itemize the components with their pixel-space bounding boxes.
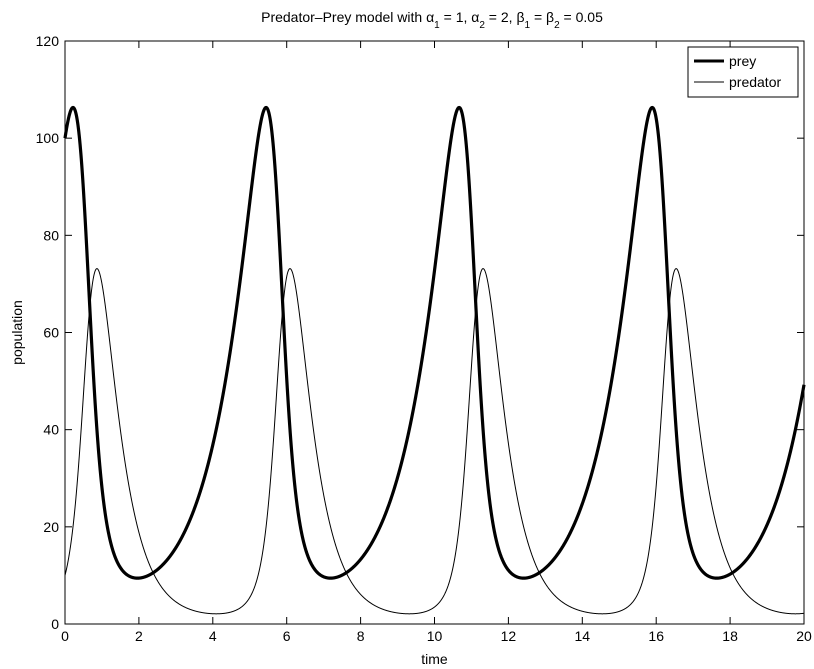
title-alpha2-value: = 2, — [485, 9, 517, 25]
title-alpha2-subscript: 2 — [479, 20, 485, 31]
x-axis-label: time — [421, 651, 448, 667]
x-tick-label: 0 — [61, 628, 69, 644]
x-tick-label: 16 — [648, 628, 664, 644]
x-tick-label: 14 — [575, 628, 591, 644]
y-tick-label: 20 — [43, 519, 59, 535]
title-beta2-value: = 0.05 — [560, 9, 603, 25]
x-tick-label: 8 — [357, 628, 365, 644]
y-tick-label: 100 — [36, 130, 60, 146]
legend-box — [687, 46, 799, 98]
y-tick-label: 60 — [43, 325, 59, 341]
y-tick-label: 80 — [43, 227, 59, 243]
axis-tick-labels: 0 2 4 6 8 10 12 14 16 18 20 0 20 40 60 80 100 120 — [36, 33, 812, 644]
x-tick-label: 18 — [722, 628, 738, 644]
title-alpha1-value: = 1, — [440, 9, 472, 25]
plot-area-frame — [64, 40, 805, 625]
chart-title: Predator–Prey model with α1 = 1, α2 = 2,… — [261, 9, 603, 31]
x-tick-label: 10 — [427, 628, 443, 644]
x-tick-label: 20 — [796, 628, 812, 644]
axis-ticks — [64, 40, 805, 625]
title-prefix: Predator–Prey model with — [261, 9, 426, 25]
y-tick-label: 40 — [43, 422, 59, 438]
y-axis-label: population — [9, 300, 25, 365]
title-alpha1-subscript: 1 — [434, 20, 440, 31]
x-tick-label: 6 — [283, 628, 291, 644]
title-beta1-subscript: 1 — [525, 20, 531, 31]
title-beta2-symbol: β — [546, 9, 554, 25]
title-beta2-subscript: 2 — [554, 20, 560, 31]
legend-label-prey: prey — [729, 53, 756, 69]
legend-label-predator: predator — [729, 74, 781, 90]
x-tick-label: 12 — [501, 628, 517, 644]
x-tick-label: 2 — [135, 628, 143, 644]
x-tick-label: 4 — [209, 628, 217, 644]
title-beta1-value: = — [530, 9, 546, 25]
legend: prey predator — [687, 46, 799, 98]
y-tick-label: 0 — [51, 616, 59, 632]
title-alpha2-symbol: α — [471, 9, 479, 25]
plot-lines — [63, 105, 806, 615]
y-tick-label: 120 — [36, 33, 60, 49]
series-line-prey — [63, 105, 806, 580]
title-alpha1-symbol: α — [426, 9, 434, 25]
series-line-predator — [64, 268, 805, 615]
title-beta1-symbol: β — [516, 9, 524, 25]
